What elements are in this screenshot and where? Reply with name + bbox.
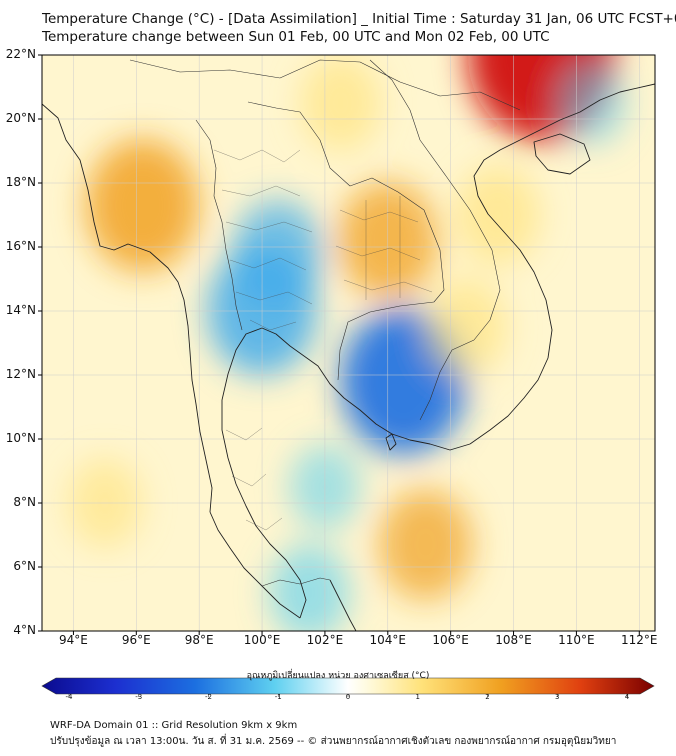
anomaly-central-thailand-cooling (232, 199, 323, 307)
lon-label: 112°E (621, 633, 658, 647)
gulf-of-thailand-coast (221, 327, 471, 619)
anomaly-vietnam-coast-warming (455, 165, 540, 265)
hainan-island (533, 133, 591, 175)
thai-myanmar-border (195, 119, 243, 331)
lat-label: 8°N (13, 495, 36, 509)
province-boundaries (213, 149, 433, 531)
lat-label: 6°N (13, 559, 36, 573)
map-subtitle: Temperature change between Sun 01 Feb, 0… (42, 29, 550, 45)
footer-model-info: WRF-DA Domain 01 :: Grid Resolution 9km … (50, 720, 298, 731)
province-lines-south (225, 427, 283, 531)
thai-peninsula-west (209, 511, 301, 619)
colorbar-ticks (68, 694, 628, 697)
colorbar-tick-label: -4 (65, 693, 73, 701)
lon-label: 96°E (121, 633, 151, 647)
thai-malaysia-border (261, 577, 331, 587)
colorbar-tick-label: 4 (624, 693, 630, 701)
thai-cambodia-border (337, 301, 435, 381)
province-lines-north (213, 149, 313, 233)
colorbar-tick-label: 0 (345, 693, 351, 701)
anomaly-south-sea-warming (378, 489, 473, 600)
lat-label: 18°N (5, 175, 36, 189)
province-lines-isan (335, 196, 433, 300)
lat-label: 16°N (5, 239, 36, 253)
china-coast (519, 83, 655, 141)
lat-label: 22°N (5, 47, 36, 61)
map-title: Temperature Change (°C) - [Data Assimila… (42, 11, 676, 27)
lat-label: 10°N (5, 431, 36, 445)
lon-label: 102°E (306, 633, 344, 647)
colorbar (41, 677, 655, 695)
colorbar-tick-label: 2 (485, 693, 490, 701)
lon-label: 104°E (369, 633, 407, 647)
lon-label: 98°E (184, 633, 214, 647)
anomaly-north-laos-warming (300, 55, 382, 152)
colorbar-tick-label: -1 (274, 693, 282, 701)
lon-label: 106°E (432, 633, 469, 647)
coastlines (42, 83, 655, 631)
lon-label: 94°E (58, 633, 88, 647)
lon-label: 108°E (495, 633, 532, 647)
phu-quoc (385, 433, 397, 451)
colorbar-tick-label: -3 (135, 693, 143, 701)
lon-label: 100°E (243, 633, 281, 647)
colorbar-tick-label: 3 (555, 693, 560, 701)
colorbar-tick-label: 1 (415, 693, 420, 701)
lat-label: 14°N (5, 303, 36, 317)
lon-label: 110°E (558, 633, 595, 647)
thai-laos-border (247, 101, 445, 303)
anomaly-malaysia-cooling (268, 544, 350, 631)
vietnam-coast (469, 139, 553, 445)
anomaly-myanmar-warming (86, 139, 199, 272)
laos-vietnam-border (369, 59, 501, 341)
lat-label: 20°N (5, 111, 36, 125)
footer-credit: ปรับปรุงข้อมูล ณ เวลา 13:00น. วัน ส. ที่… (50, 736, 617, 747)
province-lines-central (229, 257, 313, 331)
cambodia-vietnam-border (419, 339, 475, 421)
colorbar-tick-label: -2 (205, 693, 212, 701)
lat-label: 12°N (5, 367, 36, 381)
axis-ticks (38, 54, 640, 635)
china-border (129, 59, 521, 111)
anomaly-south-vietnam-warming (425, 278, 507, 376)
anomaly-east-sea-cooling (558, 62, 627, 144)
map-frame (41, 54, 656, 632)
lat-label: 4°N (13, 623, 36, 637)
colorbar-title: อุณหภูมิเปลี่ยนแปลง หน่วย องศาเซลเซียส (… (246, 671, 430, 681)
plot-area (42, 55, 655, 631)
country-borders (129, 59, 521, 587)
myanmar-coast (42, 103, 213, 513)
malay-east-coast (329, 579, 357, 631)
